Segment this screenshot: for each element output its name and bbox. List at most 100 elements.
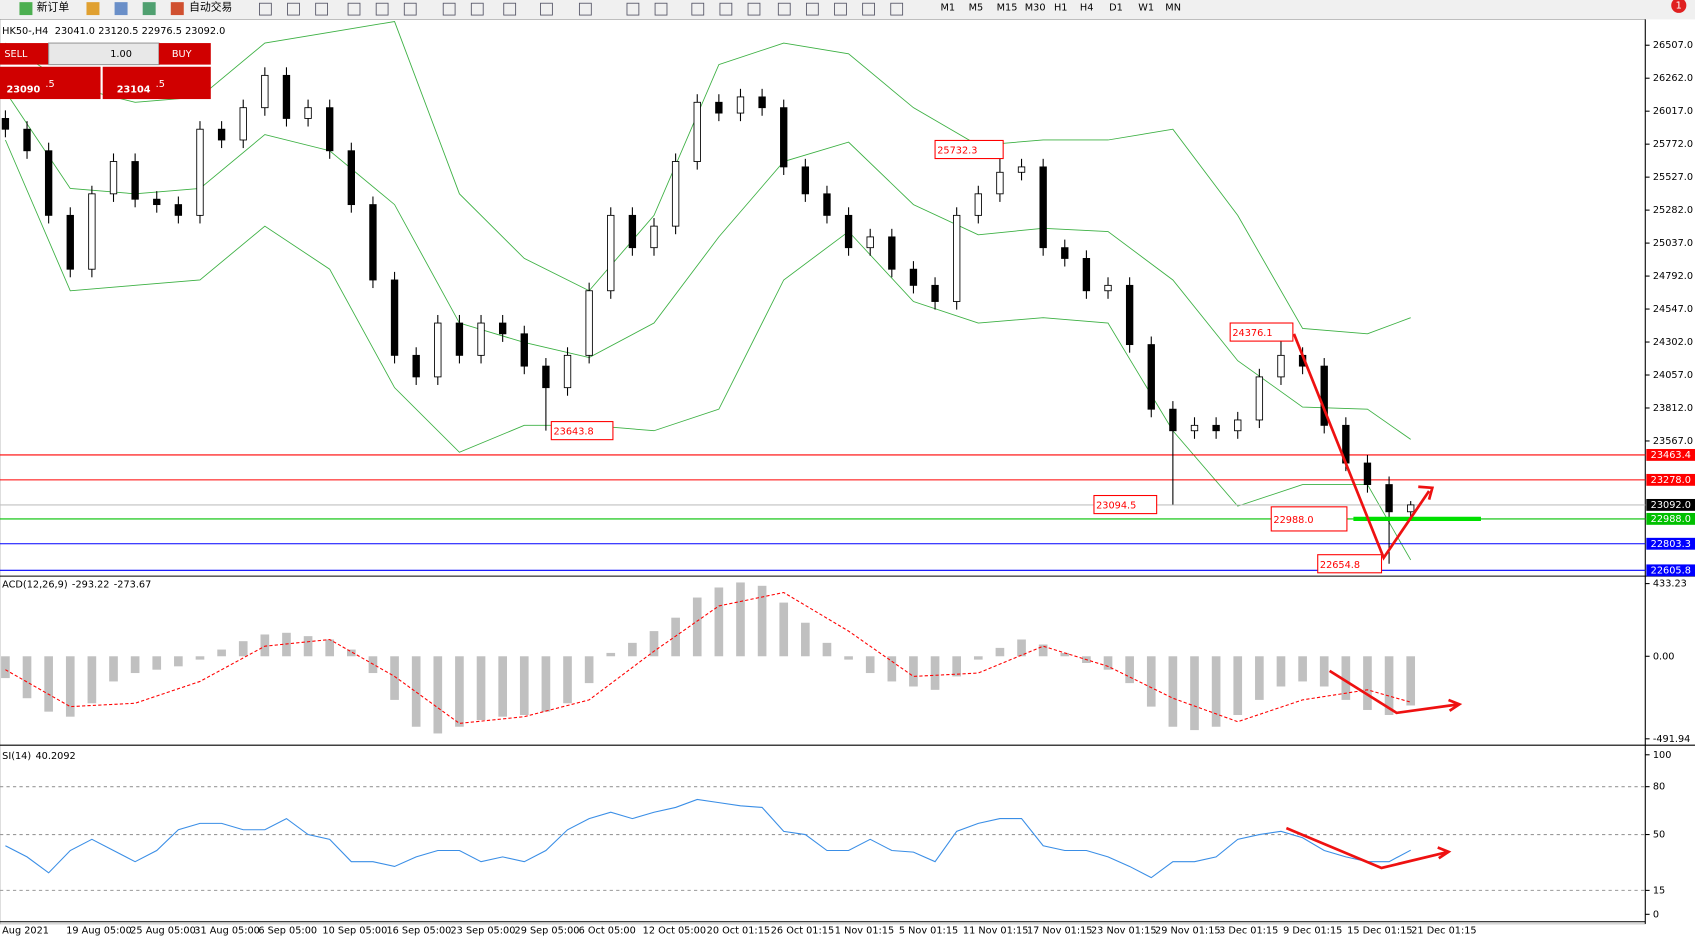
timeframe-button[interactable]: D1 bbox=[1109, 3, 1123, 14]
macd-bar bbox=[217, 649, 226, 657]
tool-icon[interactable] bbox=[442, 2, 456, 16]
toolbar-icon[interactable] bbox=[142, 2, 156, 16]
tool-icon[interactable] bbox=[691, 2, 705, 16]
toolbar-icon[interactable] bbox=[114, 2, 128, 16]
y-tick-label: -491.94 bbox=[1653, 734, 1691, 745]
header-value: 23120.5 bbox=[98, 26, 138, 37]
time-label: 31 Aug 05:00 bbox=[194, 925, 260, 936]
tool-icon[interactable] bbox=[287, 2, 300, 16]
time-label: 5 Nov 01:15 bbox=[899, 925, 958, 936]
macd-bar bbox=[519, 656, 529, 715]
timeframe-button[interactable]: M5 bbox=[969, 3, 984, 14]
candle-body bbox=[801, 166, 810, 195]
tool-icon[interactable] bbox=[626, 2, 640, 16]
candle-body bbox=[1082, 258, 1091, 292]
tool-icon[interactable] bbox=[719, 2, 733, 16]
candle-body bbox=[888, 236, 896, 270]
bid-pips: .5 bbox=[45, 79, 54, 90]
new-order-button[interactable]: 新订单 bbox=[37, 1, 70, 14]
macd-bar bbox=[1190, 656, 1199, 731]
candle-body bbox=[196, 128, 204, 216]
macd-bar bbox=[649, 631, 659, 657]
price-annotation-box bbox=[550, 421, 614, 441]
toolbar-icon[interactable] bbox=[86, 2, 100, 16]
sell-label[interactable]: SELL bbox=[4, 49, 28, 60]
tool-icon[interactable] bbox=[315, 2, 328, 16]
tool-icon[interactable] bbox=[470, 2, 484, 16]
auto-trading-button[interactable]: 自动交易 bbox=[189, 1, 232, 14]
level-label: 23463.4 bbox=[1651, 450, 1691, 461]
buy-label[interactable]: BUY bbox=[172, 49, 192, 60]
header-value: 22976.5 bbox=[142, 26, 182, 37]
tool-icon[interactable] bbox=[747, 2, 761, 16]
candle-body bbox=[498, 322, 507, 335]
macd-bar bbox=[1341, 656, 1351, 700]
candle-body bbox=[1385, 484, 1393, 513]
candle-body bbox=[1212, 424, 1220, 432]
macd-bar bbox=[238, 641, 248, 657]
time-label: 9 Dec 01:15 bbox=[1283, 925, 1342, 936]
timeframe-button[interactable]: M15 bbox=[997, 3, 1018, 14]
auto-trading-icon[interactable] bbox=[170, 2, 184, 16]
tool-icon[interactable] bbox=[890, 2, 904, 16]
sell-button[interactable] bbox=[0, 43, 49, 65]
time-label: Aug 2021 bbox=[2, 925, 49, 936]
bid-box[interactable] bbox=[0, 66, 101, 100]
price-annotation-box bbox=[1317, 554, 1383, 574]
macd-bar bbox=[109, 656, 118, 682]
macd-bar bbox=[282, 632, 291, 657]
buy-button[interactable] bbox=[158, 43, 211, 65]
notification-badge[interactable] bbox=[1671, 0, 1687, 13]
timeframe-button[interactable]: W1 bbox=[1138, 3, 1154, 14]
macd-bar bbox=[822, 642, 832, 657]
timeframe-button[interactable]: M30 bbox=[1025, 3, 1046, 14]
bollinger-lower bbox=[5, 139, 1412, 561]
candle-body bbox=[217, 128, 226, 141]
tool-icon[interactable] bbox=[834, 2, 847, 16]
tool-icon[interactable] bbox=[862, 2, 875, 16]
ask-pips: .5 bbox=[156, 79, 165, 90]
time-label: 26 Oct 01:15 bbox=[771, 925, 834, 936]
candle-body bbox=[1104, 284, 1112, 292]
candle-body bbox=[174, 204, 183, 216]
candle-body bbox=[585, 290, 593, 356]
lot-size[interactable]: 1.00 bbox=[110, 49, 132, 60]
tool-icon[interactable] bbox=[347, 2, 361, 16]
macd-bar bbox=[455, 656, 464, 727]
header-value: 23092.0 bbox=[185, 26, 225, 37]
ask-price: 23104 bbox=[117, 84, 151, 95]
tool-icon[interactable] bbox=[375, 2, 389, 16]
macd-bar bbox=[692, 597, 702, 657]
tool-icon[interactable] bbox=[777, 2, 791, 16]
candle-body bbox=[844, 214, 853, 249]
macd-bar bbox=[1276, 656, 1286, 687]
macd-bar bbox=[174, 656, 183, 667]
macd-bar bbox=[1125, 656, 1134, 684]
candle-body bbox=[520, 333, 528, 367]
timeframe-button[interactable]: H1 bbox=[1054, 3, 1068, 14]
timeframe-button[interactable]: H4 bbox=[1080, 3, 1094, 14]
timeframe-button[interactable]: MN bbox=[1165, 3, 1181, 14]
tool-icon[interactable] bbox=[540, 2, 553, 16]
candle-body bbox=[282, 74, 291, 119]
tool-icon[interactable] bbox=[578, 2, 592, 16]
new-order-icon[interactable] bbox=[19, 2, 33, 16]
timeframe-button[interactable]: M1 bbox=[940, 3, 955, 14]
trade-panel: SELL 1.00 BUY 23090 .5 23104 .5 bbox=[0, 42, 211, 100]
tool-icon[interactable] bbox=[403, 2, 417, 16]
price-annotation-box bbox=[934, 139, 1004, 160]
tool-icon[interactable] bbox=[805, 2, 819, 16]
price-annotation: 22654.8 bbox=[1320, 560, 1360, 571]
candle-body bbox=[866, 236, 874, 249]
macd-bar bbox=[22, 656, 32, 699]
tool-icon[interactable] bbox=[654, 2, 668, 16]
ask-box[interactable] bbox=[102, 66, 211, 100]
macd-bar bbox=[1255, 656, 1264, 700]
candle-body bbox=[44, 150, 53, 216]
y-tick-label: 25037.0 bbox=[1653, 238, 1693, 249]
lot-field[interactable] bbox=[48, 42, 160, 66]
tool-icon[interactable] bbox=[259, 2, 272, 16]
candle-body bbox=[671, 161, 680, 227]
tool-icon[interactable] bbox=[503, 2, 517, 16]
